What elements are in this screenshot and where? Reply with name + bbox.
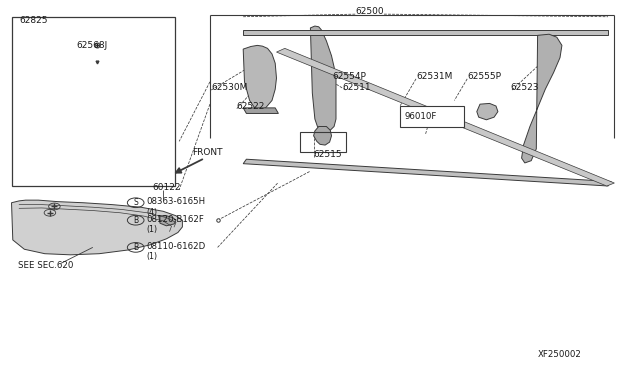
Text: XF250002: XF250002: [538, 350, 582, 359]
Text: FRONT: FRONT: [192, 148, 223, 157]
Polygon shape: [243, 45, 276, 110]
Text: SEE SEC.620: SEE SEC.620: [18, 262, 74, 270]
Polygon shape: [310, 26, 336, 132]
Text: 62531M: 62531M: [416, 72, 452, 81]
Text: 62523: 62523: [511, 83, 540, 92]
Polygon shape: [243, 30, 608, 35]
Text: B: B: [133, 216, 138, 225]
Text: 62568J: 62568J: [77, 41, 108, 50]
Text: 96010F: 96010F: [404, 112, 437, 121]
Text: S: S: [133, 198, 138, 207]
Text: 62825: 62825: [19, 16, 48, 25]
Text: (1): (1): [146, 252, 157, 261]
Text: 62554P: 62554P: [333, 72, 367, 81]
Text: 08110-6162D: 08110-6162D: [146, 242, 205, 251]
Text: 62511: 62511: [342, 83, 371, 92]
Text: 62500: 62500: [355, 7, 384, 16]
Polygon shape: [276, 48, 614, 186]
Polygon shape: [477, 103, 498, 120]
Polygon shape: [243, 159, 611, 186]
Text: (1): (1): [146, 225, 157, 234]
Text: 08363-6165H: 08363-6165H: [146, 198, 205, 206]
Text: (4): (4): [146, 208, 157, 217]
Text: B: B: [133, 243, 138, 252]
Text: 62555P: 62555P: [467, 72, 501, 81]
Text: 08120-B162F: 08120-B162F: [146, 215, 204, 224]
Text: 62530M: 62530M: [211, 83, 248, 92]
Polygon shape: [12, 200, 182, 255]
Polygon shape: [314, 126, 332, 145]
Text: 62515: 62515: [314, 150, 342, 159]
Text: 60122: 60122: [152, 183, 181, 192]
Polygon shape: [243, 108, 278, 113]
Circle shape: [95, 70, 123, 86]
Bar: [12, 17, 175, 186]
Polygon shape: [42, 24, 159, 94]
Text: 62522: 62522: [237, 102, 265, 110]
Bar: [300, 132, 346, 152]
Polygon shape: [522, 34, 562, 163]
Bar: [400, 106, 464, 127]
Polygon shape: [159, 216, 176, 226]
